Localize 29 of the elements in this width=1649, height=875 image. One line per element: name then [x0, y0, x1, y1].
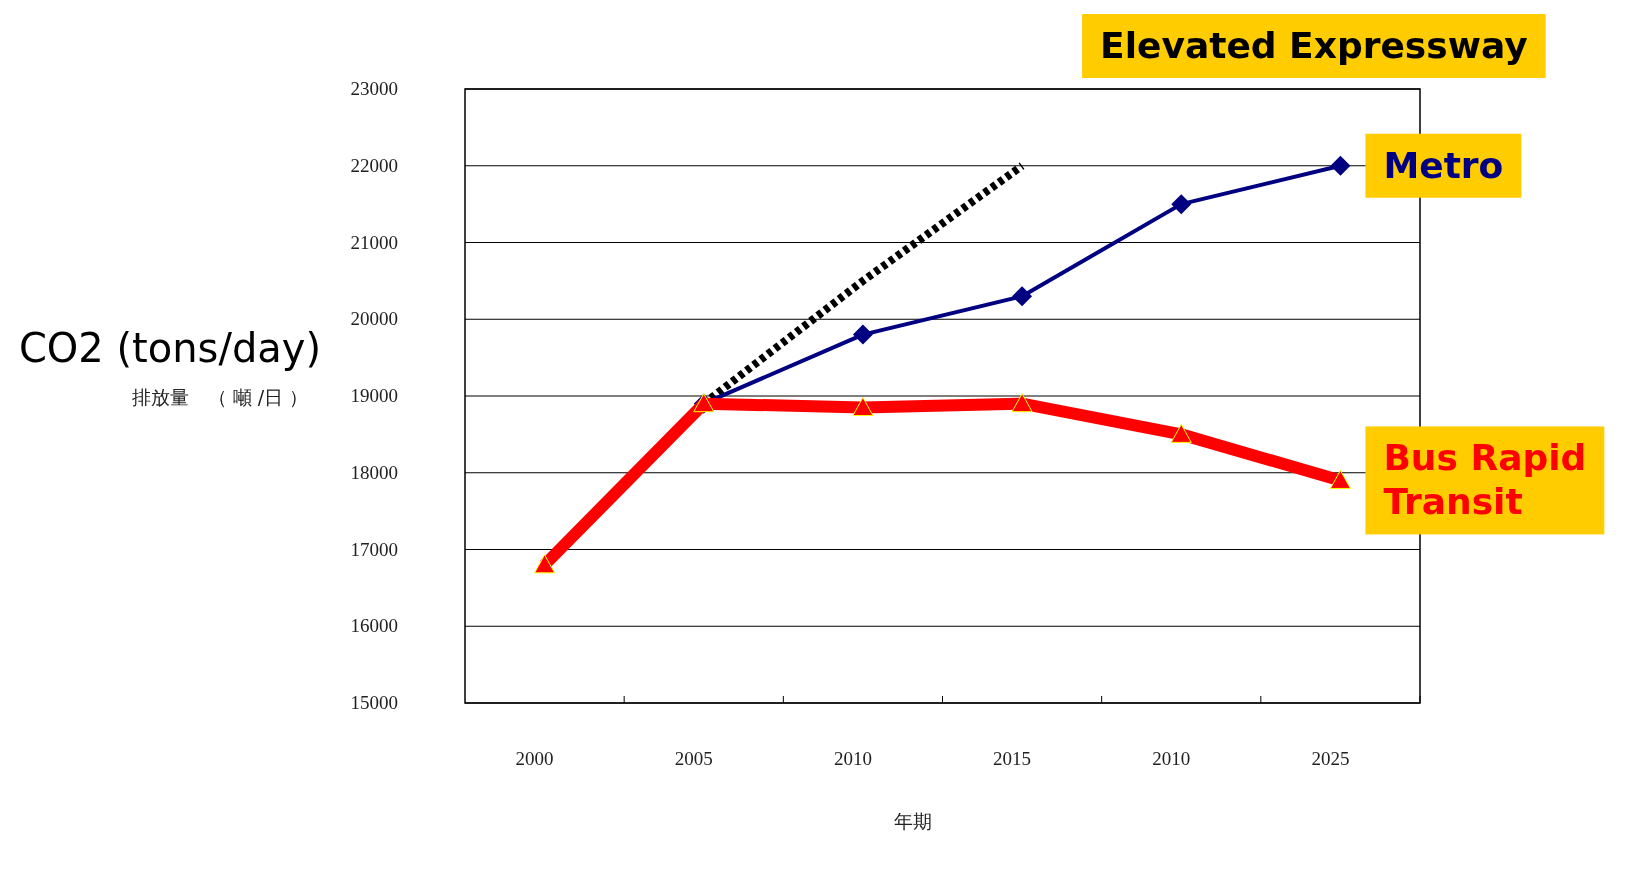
point: [852, 324, 873, 345]
x-tick-label: 2010: [833, 748, 872, 769]
x-tick-label: 2015: [993, 748, 1032, 769]
point: [1012, 286, 1033, 307]
point: [1171, 194, 1192, 215]
x-tick-label: 2005: [674, 748, 713, 769]
y-tick-label: 21000: [350, 231, 398, 253]
x-axis-title: 年期: [893, 810, 932, 832]
x-tick-label: 2000: [515, 748, 554, 769]
x-tick-label: 2010: [1152, 748, 1191, 769]
y-tick-label: 22000: [350, 154, 398, 176]
point: [1170, 423, 1192, 443]
y-axis-title: CO2 (tons/day): [18, 325, 322, 371]
text: 排放量 （ 噸 /日 ）: [131, 386, 309, 408]
y-tick-label: 16000: [350, 615, 398, 637]
y-tick-label: 17000: [350, 538, 398, 560]
x-tick-label: 2025: [1311, 748, 1350, 769]
point: [534, 554, 556, 574]
y-tick-label: 23000: [350, 78, 398, 99]
point: [1330, 155, 1351, 176]
y-tick-label: 20000: [350, 308, 398, 330]
point: [1329, 469, 1351, 489]
point: [1011, 393, 1033, 413]
series-label: Bus Rapid Transit: [1383, 437, 1587, 523]
series-label: Metro: [1383, 144, 1504, 186]
y-tick-label: 19000: [350, 385, 398, 406]
point: [852, 397, 874, 417]
y-tick-label: 18000: [350, 461, 398, 483]
y-tick-label: 15000: [350, 692, 398, 713]
